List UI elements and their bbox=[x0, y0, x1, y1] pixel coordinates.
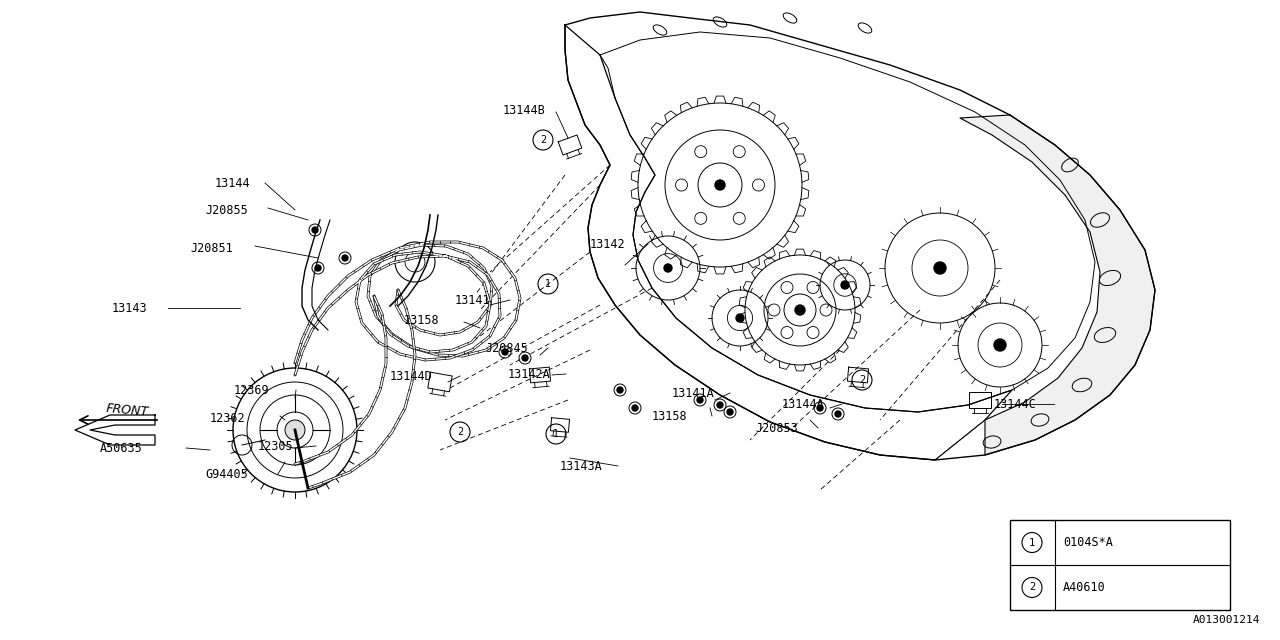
Text: 13142A: 13142A bbox=[508, 367, 550, 381]
Circle shape bbox=[795, 305, 805, 315]
Text: 13144B: 13144B bbox=[503, 104, 545, 116]
Circle shape bbox=[717, 402, 723, 408]
Text: A50635: A50635 bbox=[100, 442, 143, 454]
Circle shape bbox=[698, 397, 703, 403]
Circle shape bbox=[502, 349, 508, 355]
Circle shape bbox=[522, 355, 529, 361]
Circle shape bbox=[995, 339, 1006, 351]
Circle shape bbox=[727, 409, 733, 415]
Text: 13144A: 13144A bbox=[782, 397, 824, 410]
Text: J20853: J20853 bbox=[755, 422, 797, 435]
Text: G94405: G94405 bbox=[205, 467, 248, 481]
Text: 13144D: 13144D bbox=[390, 369, 433, 383]
Circle shape bbox=[632, 405, 637, 411]
Text: A013001214: A013001214 bbox=[1193, 615, 1260, 625]
Text: 0104S*A: 0104S*A bbox=[1062, 536, 1112, 549]
Text: 1: 1 bbox=[545, 279, 552, 289]
Circle shape bbox=[841, 281, 849, 289]
Text: 13144: 13144 bbox=[215, 177, 251, 189]
Text: 2: 2 bbox=[859, 375, 865, 385]
Text: FRONT: FRONT bbox=[105, 402, 148, 419]
Text: 12369: 12369 bbox=[234, 383, 270, 397]
Circle shape bbox=[315, 265, 321, 271]
Circle shape bbox=[617, 387, 623, 393]
Circle shape bbox=[716, 180, 724, 190]
Text: J20855: J20855 bbox=[205, 204, 248, 216]
Text: J20845: J20845 bbox=[485, 342, 527, 355]
Circle shape bbox=[817, 405, 823, 411]
Text: 1: 1 bbox=[1029, 538, 1036, 547]
Text: 13141: 13141 bbox=[454, 294, 490, 307]
Circle shape bbox=[342, 255, 348, 261]
Text: 13141A: 13141A bbox=[672, 387, 714, 399]
Circle shape bbox=[664, 264, 672, 272]
Text: 2: 2 bbox=[457, 427, 463, 437]
Text: 13143: 13143 bbox=[113, 301, 147, 314]
Circle shape bbox=[934, 262, 946, 274]
Text: 13143A: 13143A bbox=[561, 460, 603, 472]
Text: 13158: 13158 bbox=[404, 314, 439, 326]
Text: 2: 2 bbox=[1029, 582, 1036, 593]
Text: 12305: 12305 bbox=[259, 440, 293, 452]
Text: J20851: J20851 bbox=[189, 241, 233, 255]
Polygon shape bbox=[960, 115, 1155, 455]
Text: A40610: A40610 bbox=[1062, 581, 1106, 594]
Circle shape bbox=[312, 227, 317, 233]
Bar bbox=[1010, 520, 1230, 610]
Circle shape bbox=[736, 314, 744, 322]
Text: 13144C: 13144C bbox=[995, 397, 1037, 410]
Circle shape bbox=[285, 420, 305, 440]
Circle shape bbox=[835, 411, 841, 417]
Text: 13158: 13158 bbox=[652, 410, 687, 422]
Text: 12362: 12362 bbox=[210, 412, 246, 424]
Text: 2: 2 bbox=[540, 135, 547, 145]
Text: 13142: 13142 bbox=[590, 237, 626, 250]
Text: 1: 1 bbox=[553, 429, 559, 439]
